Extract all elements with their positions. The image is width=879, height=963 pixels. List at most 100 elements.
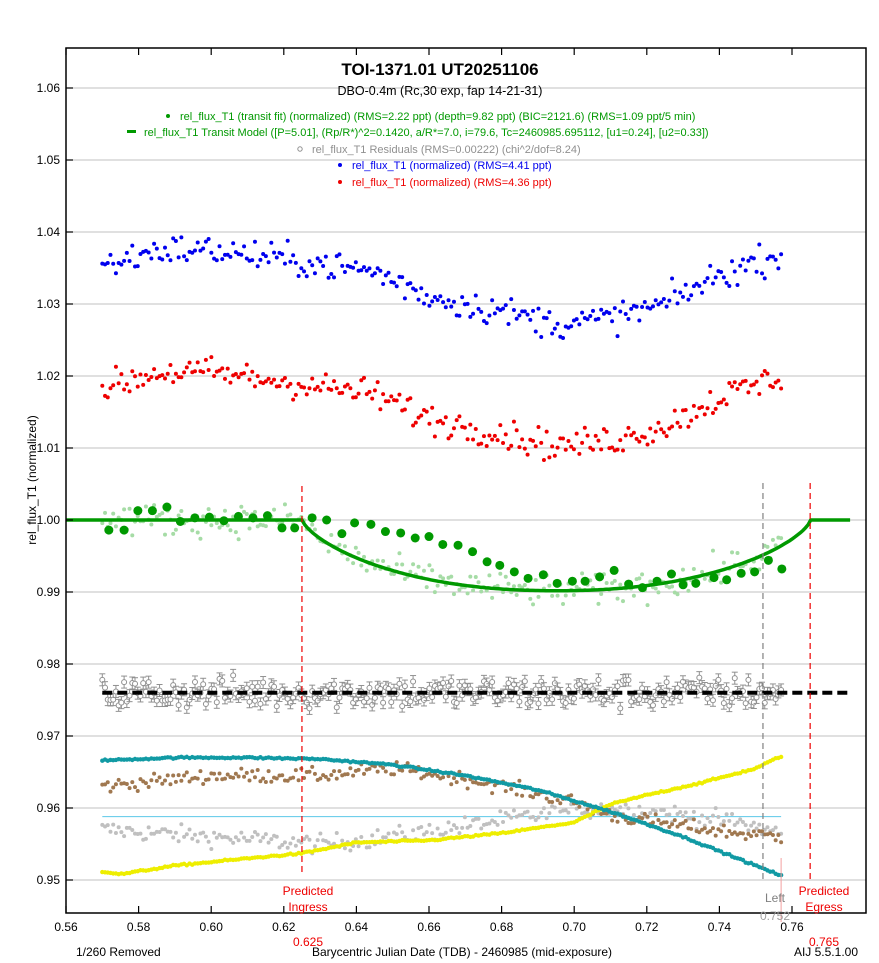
blue-flux-point <box>525 312 530 317</box>
transit-unbinned-point <box>127 506 132 511</box>
blue-flux-point <box>108 252 113 257</box>
transit-unbinned-point <box>402 576 407 581</box>
baseline-brown-point <box>751 829 756 834</box>
baseline-brown-point <box>449 782 454 787</box>
legend-marker-dot <box>166 114 170 118</box>
red-flux-point <box>596 438 601 443</box>
baseline-brown-point <box>296 778 301 783</box>
baseline-brown-point <box>312 771 317 776</box>
blue-flux-point <box>274 255 279 260</box>
blue-flux-point <box>544 316 549 321</box>
red-flux-point <box>520 437 525 442</box>
red-flux-point <box>561 436 566 441</box>
blue-flux-point <box>198 248 203 253</box>
red-flux-point <box>719 400 724 405</box>
transit-binned-point <box>147 506 157 516</box>
blue-flux-point <box>588 314 593 319</box>
baseline-brown-point <box>610 818 615 823</box>
blue-flux-point <box>154 246 159 251</box>
transit-unbinned-point <box>233 530 238 535</box>
blue-flux-point <box>217 244 222 249</box>
baseline-gray-point <box>302 837 307 842</box>
baseline-brown-point <box>457 769 462 774</box>
baseline-gray-point <box>446 820 451 825</box>
blue-flux-point <box>296 273 301 278</box>
transit-binned-point <box>262 511 272 521</box>
blue-flux-point <box>323 254 328 259</box>
red-flux-point <box>544 429 549 434</box>
residual-point <box>170 682 177 689</box>
baseline-brown-point <box>569 793 574 798</box>
red-flux-point <box>242 371 247 376</box>
transit-binned-point <box>509 567 519 577</box>
red-flux-point <box>601 427 606 432</box>
transit-unbinned-point <box>381 559 386 564</box>
blue-flux-point <box>244 256 249 261</box>
baseline-gray-point <box>179 822 184 827</box>
transit-unbinned-point <box>680 567 685 572</box>
transit-unbinned-point <box>490 595 495 600</box>
red-flux-point <box>291 397 296 402</box>
red-flux-point <box>416 415 421 420</box>
baseline-brown-point <box>138 777 143 782</box>
red-flux-point <box>171 380 176 385</box>
blue-flux-point <box>135 264 140 269</box>
transit-binned-point <box>666 569 676 579</box>
transit-unbinned-point <box>536 594 541 599</box>
baseline-brown-point <box>680 821 685 826</box>
blue-flux-point <box>168 258 173 263</box>
baseline-gray-point <box>400 830 405 835</box>
blue-flux-point <box>367 266 372 271</box>
red-flux-point <box>577 451 582 456</box>
egress-value: 0.765 <box>809 935 839 949</box>
transit-unbinned-point <box>457 587 462 592</box>
red-flux-point <box>765 371 770 376</box>
baseline-brown-point <box>242 774 247 779</box>
red-flux-point <box>411 423 416 428</box>
baseline-brown-point <box>214 777 219 782</box>
baseline-brown-point <box>195 776 200 781</box>
baseline-brown-point <box>222 776 227 781</box>
residual-point <box>677 694 684 701</box>
baseline-gray-point <box>511 808 516 813</box>
residual-point <box>132 680 139 687</box>
blue-flux-point <box>577 322 582 327</box>
baseline-brown-point <box>713 833 718 838</box>
x-tick-label: 0.56 <box>54 920 78 934</box>
baseline-gray-point <box>143 836 148 841</box>
baseline-gray-point <box>293 843 298 848</box>
baseline-gray-point <box>225 835 230 840</box>
blue-flux-point <box>127 258 132 263</box>
baseline-brown-point <box>664 820 669 825</box>
baseline-gray-point <box>740 819 745 824</box>
residual-point <box>715 676 722 683</box>
blue-flux-point <box>509 297 514 302</box>
red-flux-point <box>285 384 290 389</box>
transit-unbinned-point <box>103 510 108 515</box>
residual-point <box>254 683 261 690</box>
blue-flux-point <box>321 264 326 269</box>
red-flux-point <box>143 373 148 378</box>
baseline-brown-point <box>372 764 377 769</box>
baseline-gray-point <box>176 839 181 844</box>
red-flux-point <box>730 384 735 389</box>
red-flux-point <box>481 434 486 439</box>
baseline-gray-point <box>724 812 729 817</box>
residual-point <box>260 679 267 686</box>
transit-binned-point <box>119 525 129 535</box>
residual-point <box>295 684 302 691</box>
red-flux-point <box>566 438 571 443</box>
blue-flux-point <box>421 301 426 306</box>
x-axis-label: Barycentric Julian Date (TDB) - 2460985 … <box>312 945 612 959</box>
red-flux-point <box>277 384 282 389</box>
blue-flux-point <box>710 281 715 286</box>
red-flux-point <box>642 435 647 440</box>
blue-flux-point <box>585 317 590 322</box>
residual-point <box>118 699 125 706</box>
blue-flux-point <box>612 306 617 311</box>
baseline-brown-point <box>146 784 151 789</box>
blue-flux-point <box>607 311 612 316</box>
red-flux-point <box>372 388 377 393</box>
baseline-gray-point <box>182 834 187 839</box>
baseline-gray-point <box>108 829 113 834</box>
